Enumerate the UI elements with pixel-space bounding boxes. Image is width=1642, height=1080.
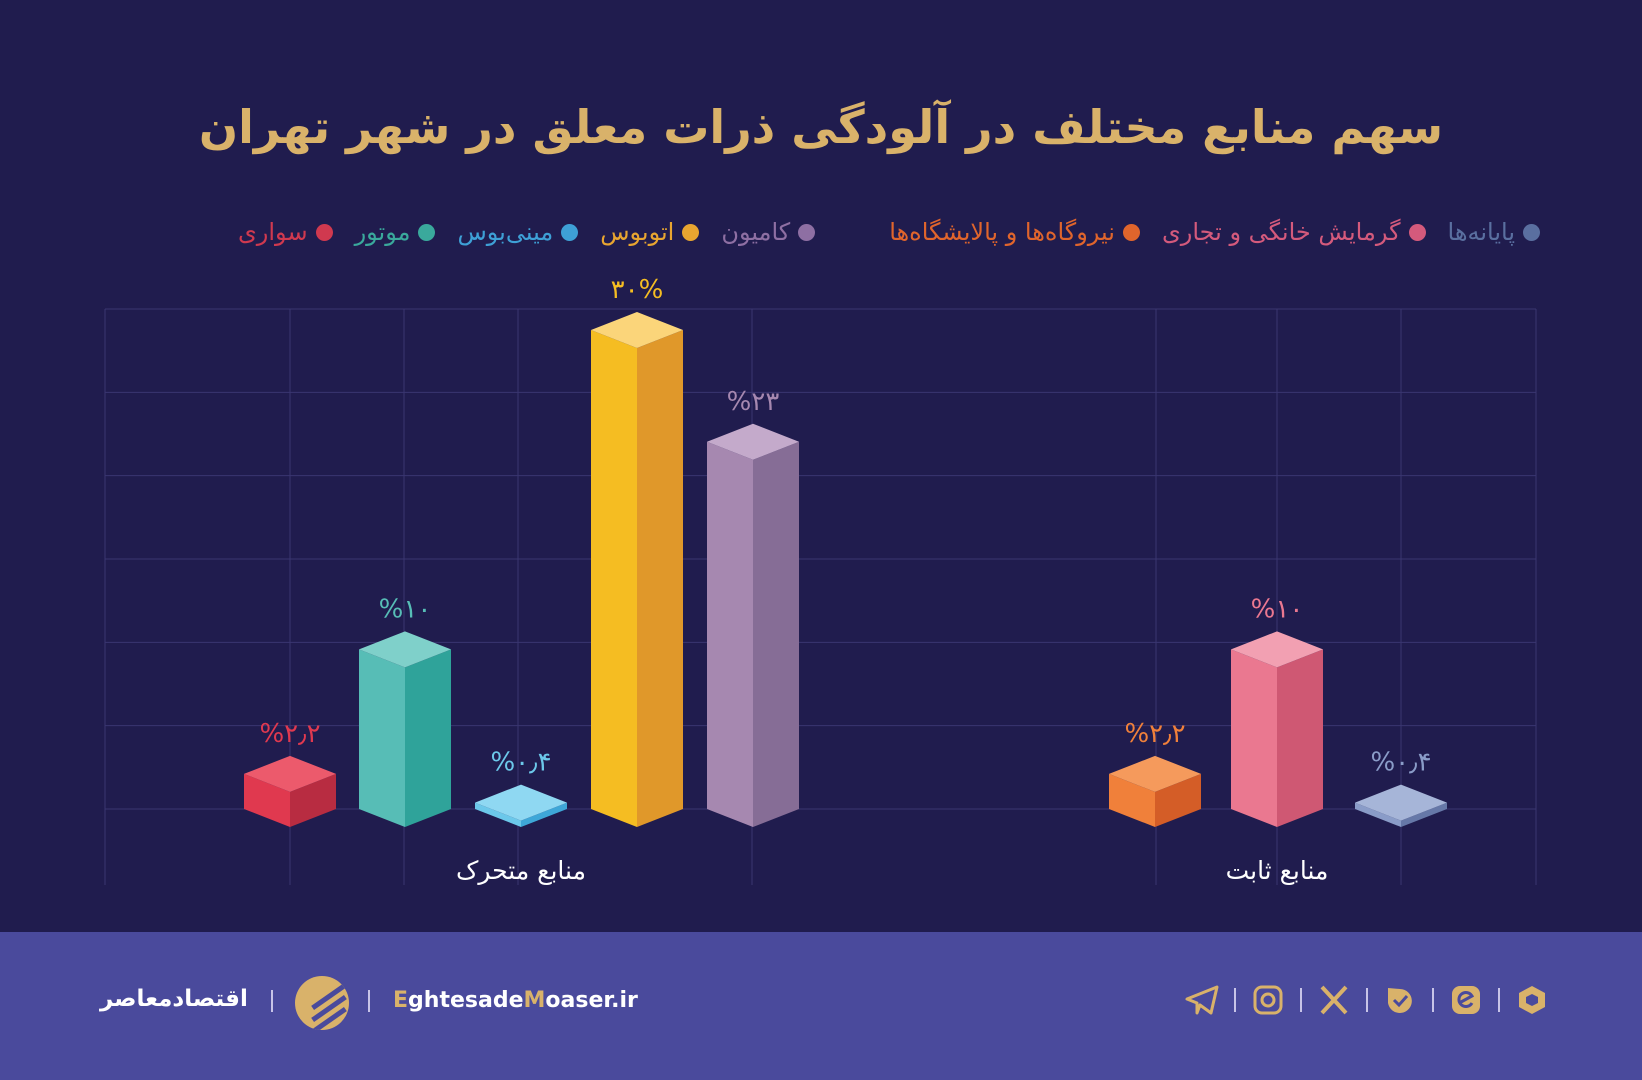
bar-face-left (359, 649, 405, 827)
legend-label: اتوبوس (600, 218, 675, 246)
data-label: ۳۰% (611, 275, 664, 305)
data-label: %۲٫۲ (1124, 719, 1185, 749)
bar-face-left (1355, 802, 1401, 827)
legend-item: گرمایش خانگی و تجاری (1162, 218, 1426, 246)
bar (244, 755, 336, 827)
bar-top (475, 784, 567, 821)
bar (707, 423, 799, 827)
data-label: %۲۳ (727, 387, 780, 417)
bar-top (707, 423, 799, 460)
divider (271, 990, 273, 1012)
category-label: منابع متحرک (456, 856, 586, 886)
bar-top (359, 631, 451, 668)
eitaa-icon[interactable] (1448, 982, 1484, 1018)
brand-name: اقتصادمعاصر (100, 986, 248, 1012)
bale-icon[interactable] (1382, 982, 1418, 1018)
legend-dot (1523, 223, 1540, 241)
legend-label: سواری (238, 218, 308, 246)
bar-top (1231, 631, 1323, 668)
data-label: %۲٫۲ (259, 719, 320, 749)
legend-item: پایانه‌ها (1447, 218, 1540, 246)
bar-face-right (290, 773, 336, 827)
data-label: %۱۰ (1251, 594, 1304, 624)
bar-top (591, 312, 683, 348)
bar (591, 312, 683, 827)
footer: اقتصادمعاصر EghtesadeMoaser.ir (0, 932, 1642, 1080)
category-label: منابع ثابت (1226, 856, 1329, 886)
legend-label: مینی‌بوس (457, 218, 554, 246)
website-link[interactable]: EghtesadeMoaser.ir (393, 988, 638, 1013)
bar-face-left (707, 441, 753, 827)
bar-face-right (637, 330, 683, 827)
data-label: %۰٫۴ (490, 748, 551, 778)
legend-item: موتور (355, 218, 436, 246)
bar-face-right (521, 802, 567, 827)
legend-dot (798, 223, 816, 241)
legend-item: کامیون (721, 218, 816, 246)
legend-label: کامیون (721, 218, 791, 246)
legend-label: موتور (354, 218, 411, 246)
legend-item: نیروگاه‌ها و پالایشگاه‌ها (889, 218, 1140, 246)
legend-label: پایانه‌ها (1447, 218, 1516, 246)
bar (475, 784, 567, 827)
bar-top (244, 755, 336, 792)
bar-face-right (1155, 773, 1201, 827)
x-icon[interactable] (1316, 982, 1352, 1018)
legend-dot (1122, 223, 1140, 241)
legend-dot (561, 223, 579, 241)
bar-face-left (244, 773, 290, 827)
bar (1355, 784, 1447, 827)
bar (1231, 631, 1323, 827)
rubika-icon[interactable] (1514, 982, 1550, 1018)
bar-face-left (475, 802, 521, 827)
bar-face-right (1277, 649, 1323, 827)
legend-item: اتوبوس (600, 218, 700, 246)
legend-dot (315, 223, 333, 241)
brand-logo (295, 976, 349, 1030)
social-links (1184, 982, 1550, 1018)
legend-label: گرمایش خانگی و تجاری (1161, 218, 1401, 246)
legend-item: سواری (238, 218, 333, 246)
bar (1109, 755, 1201, 827)
legend-label: نیروگاه‌ها و پالایشگاه‌ها (889, 218, 1115, 246)
bar-top (1355, 784, 1447, 821)
instagram-icon[interactable] (1250, 982, 1286, 1018)
data-label: %۱۰ (379, 594, 432, 624)
legend: پایانه‌ها گرمایش خانگی و تجاری نیروگاه‌ه… (238, 218, 1540, 246)
legend-dot (1408, 223, 1426, 241)
bar-top (1109, 755, 1201, 792)
telegram-icon[interactable] (1184, 982, 1220, 1018)
divider (368, 990, 370, 1012)
legend-dot (418, 223, 436, 241)
bar (359, 631, 451, 827)
bar-face-left (591, 330, 637, 827)
bar-face-left (1231, 649, 1277, 827)
legend-dot (682, 223, 700, 241)
bar-face-left (1109, 773, 1155, 827)
bar-face-right (753, 441, 799, 827)
bar-chart: %۲٫۲ %۱۰ %۰٫۴ ۳۰% %۲۳ %۲٫۲ %۱۰ %۰٫۴ منابع متحرک م… (104, 275, 1537, 886)
bar-face-right (1401, 802, 1447, 827)
chart-title: سهم منابع مختلف در آلودگی ذرات معلق در ش… (198, 100, 1444, 154)
data-label: %۰٫۴ (1370, 748, 1431, 778)
bar-face-right (405, 649, 451, 827)
legend-item: مینی‌بوس (457, 218, 579, 246)
